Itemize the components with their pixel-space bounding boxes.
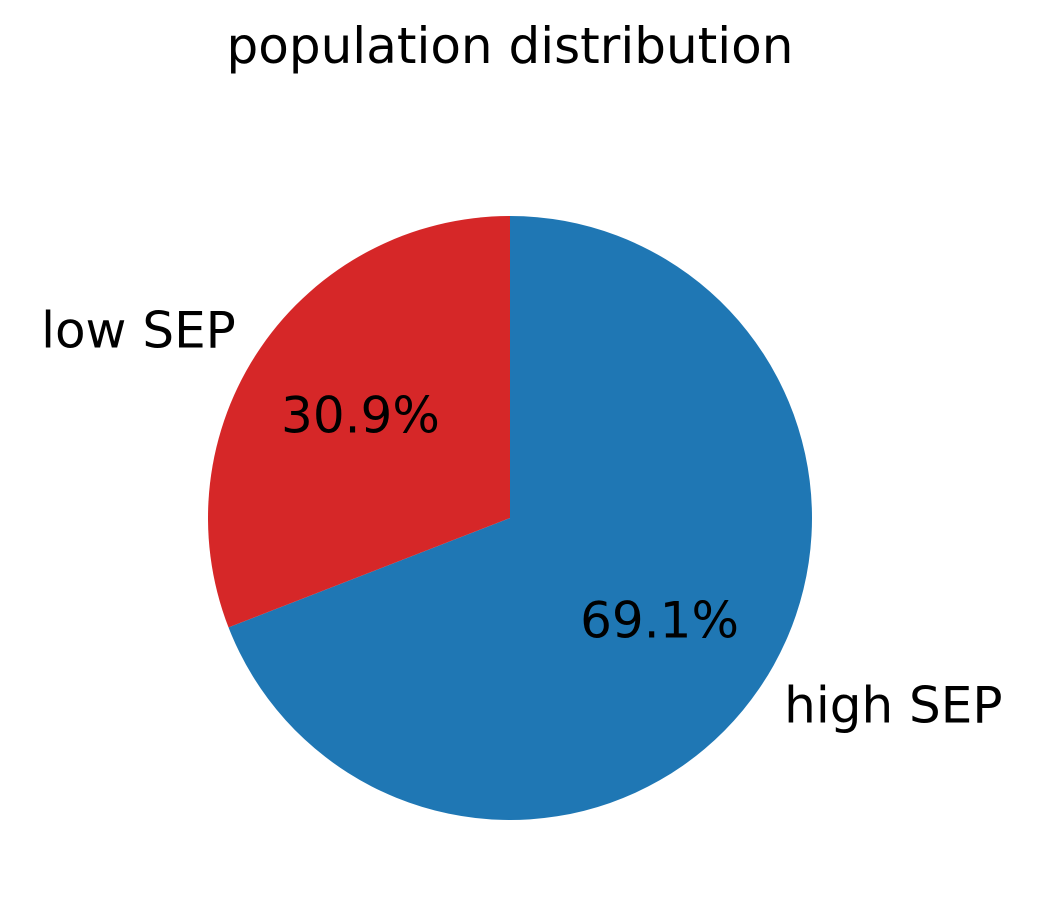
pie-slice-low-sep [207, 216, 510, 628]
pie-slices [207, 216, 812, 820]
chart-title: population distribution [227, 17, 794, 75]
slice-label-low-sep: low SEP [41, 301, 236, 359]
pie-labels: high SEP 69.1% low SEP 30.9% [41, 301, 1002, 734]
pie-slice-high-sep [228, 216, 812, 820]
pct-label-high-sep: 69.1% [580, 591, 739, 649]
pct-label-low-sep: 30.9% [281, 387, 440, 445]
slice-label-high-sep: high SEP [784, 677, 1002, 735]
